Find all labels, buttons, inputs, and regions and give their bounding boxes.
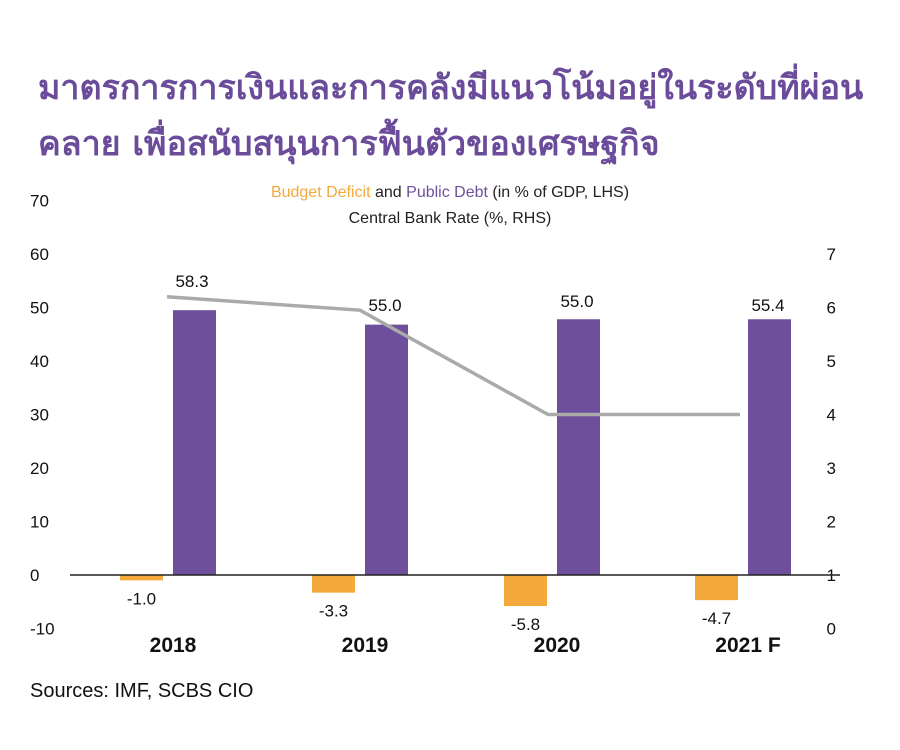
budget-deficit-data-label: -3.3: [319, 602, 348, 621]
public-debt-bar: [748, 319, 791, 575]
budget-deficit-data-label: -4.7: [702, 609, 731, 628]
y-right-tick-label: 0: [827, 620, 836, 639]
budget-deficit-data-label: -5.8: [511, 615, 540, 634]
central-bank-rate-line: [166, 295, 740, 417]
x-category-label: 2018: [150, 634, 197, 657]
y-right-tick-label: 2: [827, 513, 836, 532]
y-left-tick-label: 30: [30, 406, 49, 425]
budget-deficit-data-label: -1.0: [127, 589, 156, 608]
legend-and: and: [370, 184, 407, 201]
y-left-tick-label: 40: [30, 352, 49, 371]
public-debt-data-label: 55.0: [560, 292, 593, 311]
source-note: Sources: IMF, SCBS CIO: [30, 680, 254, 702]
public-debt-data-label: 55.4: [751, 296, 784, 315]
y-left-tick-label: 60: [30, 245, 49, 264]
x-category-label: 2019: [342, 634, 389, 657]
chart-title: มาตรการการเงินและการคลังมีแนวโน้มอยู่ในร…: [38, 68, 864, 164]
legend-budget-deficit: Budget Deficit: [270, 184, 371, 201]
y-left-tick-label: 10: [30, 513, 49, 532]
legend-line-2: Central Bank Rate (%, RHS): [348, 210, 552, 227]
budget-deficit-bar: [312, 575, 355, 593]
public-debt-bar: [557, 319, 600, 575]
y-left-tick-label: 50: [30, 299, 49, 318]
budget-deficit-bar: [504, 575, 547, 607]
y-left-tick-label: 0: [30, 566, 39, 585]
y-right-tick-label: 5: [827, 352, 836, 371]
budget-deficit-bar: [120, 575, 163, 581]
y-right-tick-label: 3: [827, 459, 836, 478]
public-debt-bar: [173, 310, 216, 575]
legend-line-1: Budget Deficit and Public Debt (in % of …: [0, 184, 900, 202]
y-right-tick-label: 7: [827, 245, 836, 264]
y-right-tick-label: 4: [827, 406, 836, 425]
y-left-tick-label: -10: [30, 620, 55, 639]
budget-deficit-bar: [695, 575, 738, 601]
x-category-label: 2020: [534, 634, 581, 657]
y-right-tick-label: 6: [827, 299, 836, 318]
y-left-tick-label: 70: [30, 192, 49, 211]
legend-lhs-suffix: (in % of GDP, LHS): [487, 184, 630, 201]
x-category-label: 2021 F: [715, 634, 781, 657]
legend-public-debt: Public Debt: [406, 184, 488, 201]
public-debt-data-label: 55.0: [368, 296, 401, 315]
y-left-tick-label: 20: [30, 459, 49, 478]
public-debt-data-label: 58.3: [175, 272, 208, 291]
public-debt-bar: [365, 324, 408, 575]
